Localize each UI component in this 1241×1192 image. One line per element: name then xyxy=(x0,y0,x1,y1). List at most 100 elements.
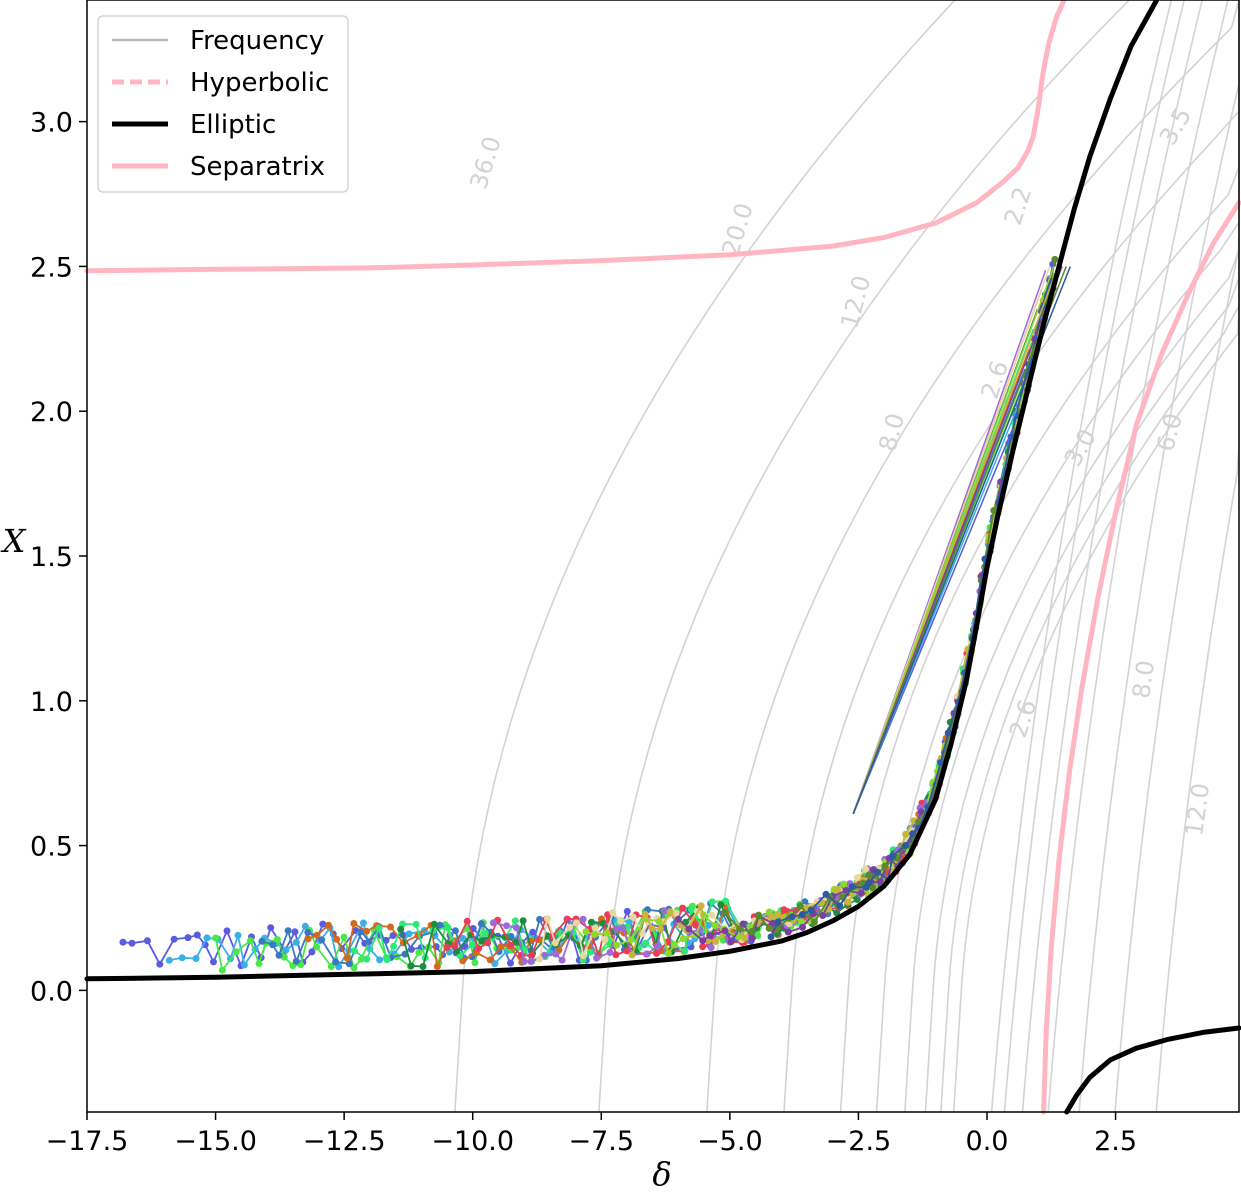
trajectory-point xyxy=(193,931,201,939)
trajectory-point xyxy=(769,919,777,927)
trajectory-point xyxy=(679,935,687,943)
trajectory-point xyxy=(601,936,609,944)
trajectory xyxy=(489,275,1054,965)
trajectory-point xyxy=(520,957,528,965)
trajectory-point xyxy=(558,956,566,964)
frequency-contour xyxy=(598,0,1130,1113)
trajectory-line xyxy=(446,284,1052,959)
trajectory-point xyxy=(642,939,650,947)
trajectory-point xyxy=(712,938,719,945)
trajectory-point xyxy=(623,947,631,955)
frequency-contour xyxy=(1078,0,1240,1113)
trajectory-point xyxy=(654,942,662,950)
trajectory-point xyxy=(807,906,815,914)
contour-label: 3.0 xyxy=(1059,424,1102,471)
trajectory-point xyxy=(484,939,492,947)
trajectory-point xyxy=(741,934,749,942)
trajectory-point xyxy=(641,910,649,918)
trajectory-point xyxy=(554,927,562,935)
trajectory-point xyxy=(376,956,384,964)
trajectory-point xyxy=(1051,255,1059,263)
trajectory-point xyxy=(707,944,715,951)
trajectory-point xyxy=(481,929,489,937)
trajectory-point xyxy=(478,937,486,945)
trajectory-point xyxy=(648,924,656,932)
trajectory-point xyxy=(350,947,358,955)
legend-label: Frequency xyxy=(190,26,324,56)
trajectory-point xyxy=(507,941,515,949)
trajectory-point xyxy=(519,917,527,925)
trajectory-point xyxy=(540,951,548,959)
trajectory-point xyxy=(639,930,647,938)
contour-label: 12.0 xyxy=(835,273,876,332)
y-tick-label: 2.0 xyxy=(30,397,73,428)
trajectory-point xyxy=(528,952,536,960)
trajectory-point xyxy=(767,933,775,941)
trajectory-point xyxy=(736,925,744,933)
trajectory-point xyxy=(503,922,511,930)
y-tick-label: 1.0 xyxy=(30,687,73,718)
trajectory-point xyxy=(671,941,679,949)
trajectory-point xyxy=(292,957,300,965)
trajectory-point xyxy=(727,938,735,946)
trajectory-point xyxy=(489,919,497,927)
trajectory-point xyxy=(848,883,856,891)
frequency-contour xyxy=(875,0,1240,1113)
trajectory-point xyxy=(643,950,651,958)
contour-label: 8.0 xyxy=(873,410,910,454)
trajectory-point xyxy=(536,915,544,923)
trajectory-point xyxy=(937,759,945,767)
trajectory-point xyxy=(612,925,620,933)
trajectory-point xyxy=(325,921,332,929)
trajectory-point xyxy=(593,954,601,962)
legend-box xyxy=(97,15,349,193)
trajectory-point xyxy=(304,935,312,943)
trajectory-point xyxy=(128,939,136,947)
trajectory-point xyxy=(660,907,668,915)
trajectory-point xyxy=(475,944,483,952)
trajectory-point xyxy=(282,946,290,954)
frequency-contours xyxy=(454,0,1240,1113)
trajectory-point xyxy=(853,896,861,903)
trajectory-point xyxy=(433,963,441,970)
trajectory-point xyxy=(865,871,873,879)
contour-label: 36.0 xyxy=(464,133,506,192)
legend-label: Separatrix xyxy=(190,152,325,182)
x-axis-label: δ xyxy=(652,1155,671,1192)
trajectory-point xyxy=(363,955,371,963)
trajectory-point xyxy=(275,951,283,959)
trajectory-point xyxy=(365,938,373,946)
trajectory-point xyxy=(269,941,277,949)
trajectory-point xyxy=(688,906,695,913)
x-tick-label: −12.5 xyxy=(303,1126,386,1157)
trajectory-point xyxy=(389,932,397,939)
trajectory-point xyxy=(706,932,714,940)
trajectory-point xyxy=(865,879,873,887)
trajectory-point xyxy=(332,958,340,966)
trajectory-point xyxy=(606,948,614,956)
trajectory-point xyxy=(708,898,716,906)
trajectory-point xyxy=(902,842,910,849)
trajectory-point xyxy=(308,948,316,956)
trajectory-point xyxy=(387,923,394,931)
trajectory-point xyxy=(681,947,689,955)
x-tick-label: 2.5 xyxy=(1094,1126,1137,1157)
trajectory-point xyxy=(412,920,420,928)
trajectory-point xyxy=(184,934,192,942)
trajectory-point xyxy=(796,902,804,910)
x-tick-label: −10.0 xyxy=(431,1126,514,1157)
trajectory-point xyxy=(768,913,776,921)
trajectory-point xyxy=(765,924,773,932)
frequency-contour xyxy=(1047,0,1229,1113)
frequency-contour xyxy=(839,0,1240,1113)
trajectory-point xyxy=(359,919,367,927)
trajectory-point xyxy=(415,949,423,956)
trajectory-point xyxy=(436,921,444,929)
trajectory-point xyxy=(536,955,544,963)
x-tick-label: −15.0 xyxy=(174,1126,257,1157)
y-tick-label: 1.5 xyxy=(30,542,73,573)
trajectory-point xyxy=(304,928,312,936)
trajectory-line xyxy=(122,264,1054,969)
contour-label: 6.0 xyxy=(1151,410,1188,454)
